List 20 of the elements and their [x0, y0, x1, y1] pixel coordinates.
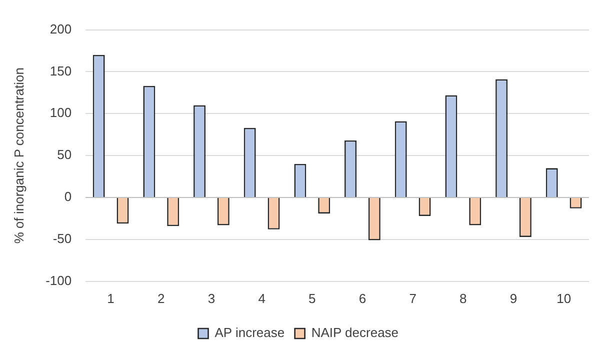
y-tick-label: 150: [50, 63, 72, 78]
x-tick-label: 4: [258, 290, 266, 306]
y-axis-title: % of inorganic P concentration: [11, 68, 26, 244]
y-tick-label: -50: [52, 231, 72, 246]
y-tick-label: 0: [64, 189, 72, 204]
x-tick-label: 9: [510, 290, 518, 306]
x-tick-label: 3: [208, 290, 216, 306]
legend-label: NAIP decrease: [311, 325, 399, 340]
y-tick-label: 200: [50, 21, 72, 36]
x-tick-label: 2: [158, 290, 165, 306]
x-tick-label: 10: [556, 290, 572, 306]
x-tick-label: 8: [460, 290, 467, 306]
legend-label: AP increase: [214, 325, 285, 340]
y-tick-label: 100: [50, 105, 72, 120]
x-tick-label: 5: [308, 290, 316, 306]
y-tick-label: 50: [57, 147, 72, 162]
x-tick-label: 7: [409, 290, 416, 306]
x-tick-label: 6: [358, 290, 366, 306]
x-tick-label: 1: [107, 290, 114, 306]
y-tick-label: -100: [46, 272, 72, 288]
